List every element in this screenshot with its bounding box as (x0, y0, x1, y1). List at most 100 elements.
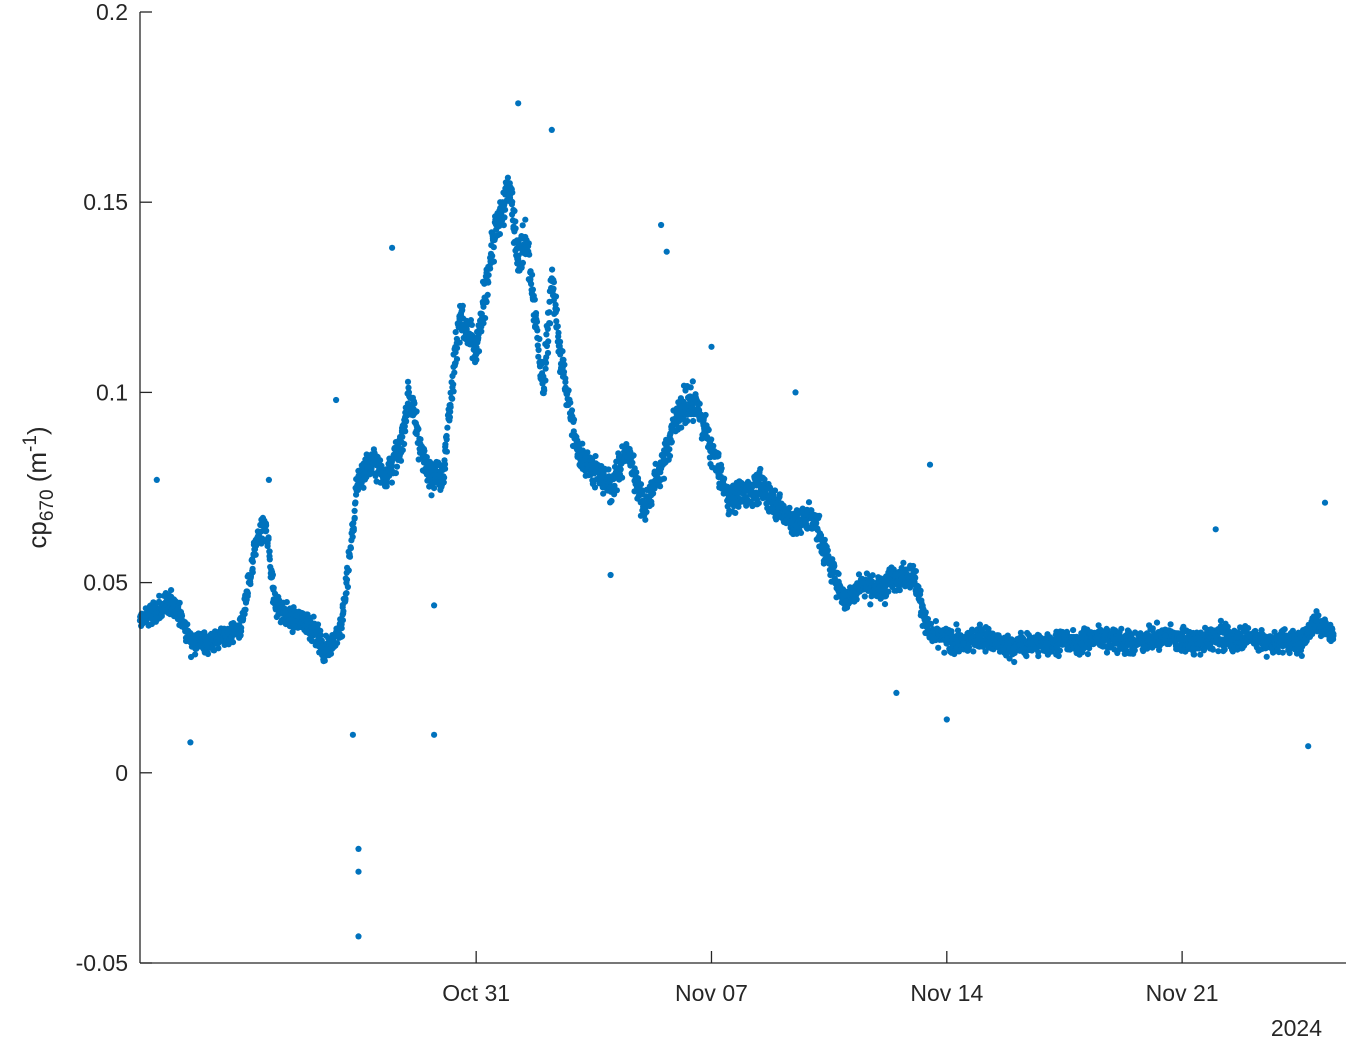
x-tick-label: Nov 07 (675, 980, 748, 1006)
data-point (607, 571, 614, 579)
data-point (835, 570, 842, 578)
data-point (821, 536, 828, 543)
data-point (399, 433, 406, 440)
data-point (1104, 627, 1111, 634)
data-point (452, 329, 459, 336)
data-points (136, 100, 1337, 940)
data-point (924, 615, 932, 623)
data-point (943, 716, 950, 723)
data-point (715, 450, 722, 457)
data-point (271, 598, 278, 605)
data-point (718, 465, 725, 472)
data-point (490, 244, 497, 251)
data-point (1197, 651, 1204, 658)
data-point (542, 365, 549, 372)
data-point (970, 648, 977, 655)
data-point (1212, 526, 1219, 533)
data-point (613, 487, 621, 494)
data-point (568, 407, 576, 414)
data-point (696, 407, 703, 414)
data-point (450, 381, 457, 388)
data-point (153, 476, 160, 483)
data-point (347, 544, 354, 551)
data-point (696, 400, 703, 407)
data-point (480, 320, 487, 327)
data-point (459, 302, 466, 309)
data-point (702, 411, 709, 419)
data-point (512, 218, 519, 225)
data-point (529, 286, 537, 293)
y-tick-label: -0.05 (76, 950, 128, 976)
data-point (605, 466, 612, 473)
axes (139, 12, 1346, 964)
data-point (380, 473, 387, 480)
data-point (317, 632, 324, 639)
data-point (402, 428, 409, 435)
data-point (953, 621, 960, 628)
data-point (269, 572, 276, 579)
data-point (900, 559, 907, 566)
data-point (519, 259, 527, 266)
data-point (548, 275, 555, 282)
data-point (742, 488, 749, 495)
data-point (504, 174, 511, 181)
data-point (579, 440, 586, 447)
data-point (861, 593, 868, 600)
data-point (542, 359, 550, 366)
data-point (1095, 632, 1102, 640)
data-point (478, 328, 485, 335)
data-point (629, 459, 636, 466)
data-point (263, 522, 270, 529)
data-point (490, 258, 497, 265)
data-point (431, 602, 438, 609)
data-point (168, 587, 175, 594)
data-point (1111, 636, 1118, 643)
y-tick-label: 0.2 (96, 0, 128, 25)
data-point (853, 596, 860, 603)
data-point (678, 424, 685, 431)
data-point (383, 483, 390, 490)
data-point (1011, 658, 1018, 666)
data-point (657, 483, 664, 490)
data-point (786, 504, 793, 511)
data-point (797, 529, 805, 537)
data-point (346, 553, 354, 560)
data-point (441, 461, 449, 468)
data-point (310, 613, 317, 620)
data-point (910, 562, 917, 570)
data-point (555, 329, 562, 336)
data-point (453, 345, 461, 352)
data-point (536, 335, 543, 343)
data-point (690, 417, 697, 425)
data-point (570, 416, 578, 423)
data-point (965, 644, 973, 651)
data-point (485, 272, 492, 279)
data-point (192, 651, 199, 658)
data-point (590, 465, 597, 472)
data-point (548, 126, 555, 133)
data-point (249, 569, 256, 576)
data-point (355, 473, 362, 480)
data-point (994, 640, 1001, 647)
data-point (242, 606, 249, 613)
data-point (641, 503, 648, 510)
data-point (351, 507, 358, 514)
data-point (554, 323, 561, 330)
data-point (935, 644, 942, 651)
data-point (377, 457, 384, 464)
data-point (1330, 632, 1337, 640)
data-point (355, 845, 362, 853)
data-point (755, 500, 762, 507)
data-point (630, 452, 637, 459)
data-point (867, 601, 874, 608)
data-point (1209, 646, 1216, 653)
data-point (757, 465, 764, 473)
data-point (355, 868, 362, 875)
data-point (608, 497, 615, 505)
data-point (689, 378, 696, 385)
data-point (1263, 640, 1270, 647)
data-point (663, 248, 670, 255)
data-point (447, 408, 454, 415)
data-point (674, 408, 682, 415)
data-point (478, 310, 485, 317)
